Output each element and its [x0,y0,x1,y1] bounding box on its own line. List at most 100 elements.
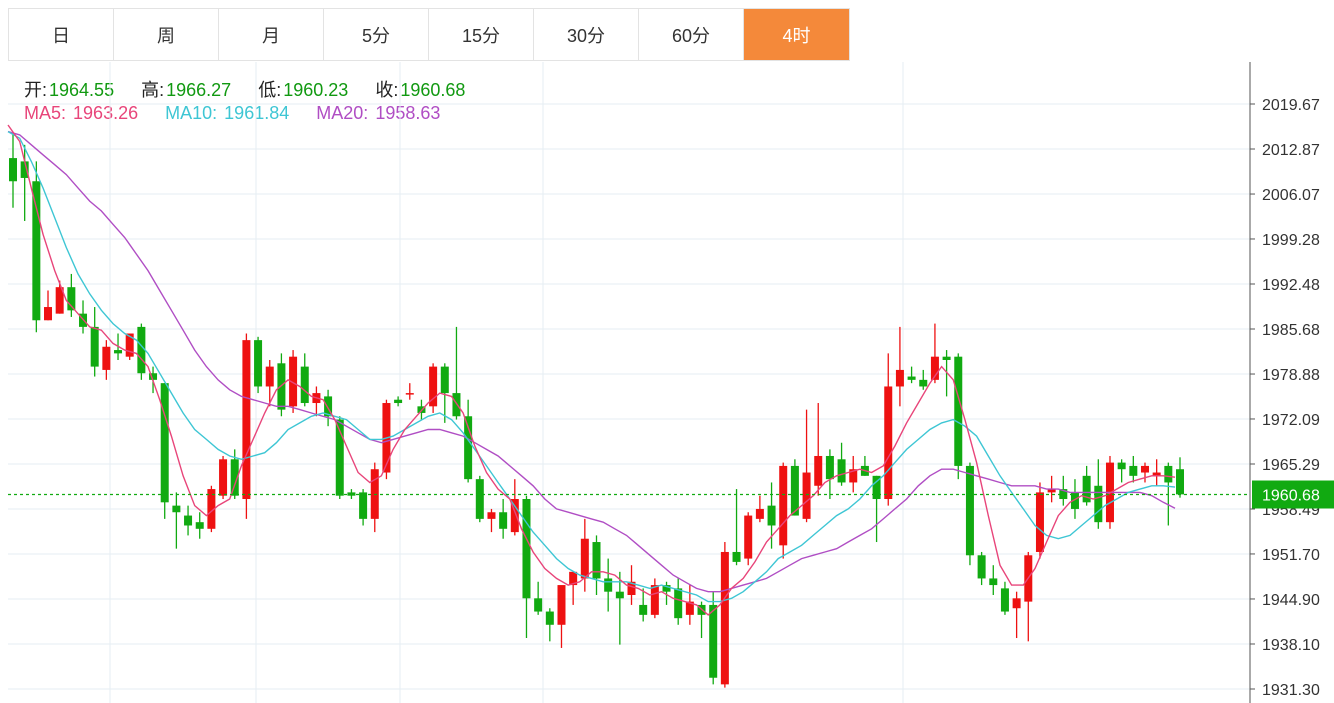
ma5-label: MA5: [24,103,67,123]
high-label: 高: [141,80,165,100]
current-price-badge [1252,480,1334,509]
candle-body [254,340,263,387]
candle-body [195,522,204,529]
candle-body [650,585,659,615]
candle-body [207,489,216,529]
candle-body [814,455,823,486]
candle-body [242,340,251,500]
y-tick-label: 1972.09 [1262,412,1320,429]
candle-body [849,469,858,483]
candle-body [359,492,368,519]
candle-body [977,555,986,579]
candle-body [907,376,916,380]
candle-body [9,158,17,182]
ma5-value: 1963.26 [73,103,139,123]
candle-body [522,499,531,599]
y-tick-label: 1992.48 [1262,277,1320,294]
close-value: 1960.68 [400,80,466,100]
candle-body [32,181,41,321]
candle-body [965,465,974,556]
candle-body [767,505,776,526]
candle-body [394,399,403,404]
tab-4[interactable]: 15分 [429,9,534,60]
tab-6[interactable]: 60分 [639,9,744,60]
candle-body [627,581,636,595]
candle-body [825,455,834,480]
ma10-label: MA10: [165,103,218,123]
tab-2[interactable]: 月 [219,9,324,60]
ma10-value: 1961.84 [224,103,290,123]
period-tabs: 日周月 5分 15分 30分 60分 4时 [8,8,850,61]
close-label: 收: [375,80,399,100]
candle-body [149,373,158,380]
candle-body [55,287,64,314]
tab-3[interactable]: 5分 [324,9,429,60]
y-tick-label: 1999.28 [1262,232,1320,249]
candle-body [954,356,963,466]
tab-7[interactable]: 4时 [744,9,849,60]
current-price-label: 1960.68 [1262,488,1320,505]
candle-body [802,472,811,519]
candle-body [1117,462,1126,470]
candle-body [1140,465,1149,473]
candle-body [510,499,519,533]
candle-body [604,578,613,592]
candle-body [1070,492,1079,509]
candle-body [1059,489,1068,500]
tab-1[interactable]: 周 [114,9,219,60]
ma10-line [7,130,1176,603]
candle-body [1012,598,1021,609]
candle-body [429,366,438,407]
candle-body [615,591,624,599]
candle-body [534,598,543,612]
ma5-line [7,124,1176,616]
tab-0[interactable]: 日 [9,9,114,60]
candle-body [172,505,181,513]
candle-body [44,307,53,321]
y-tick-label: 1978.88 [1262,367,1320,384]
candle-body [1129,465,1138,476]
candle-body [720,551,729,685]
candle-body [160,383,169,503]
candle-body [685,601,694,615]
y-tick-label: 2012.87 [1262,142,1320,159]
candle-body [440,366,449,394]
candle-body [1152,472,1161,476]
candle-body [1047,489,1056,493]
candle-body [674,588,683,619]
ma20-line [7,130,1176,593]
candle-body [475,479,484,519]
candle-body [335,419,344,496]
candle-body [872,475,881,500]
candle-body [884,386,893,500]
candle-body [1035,492,1044,552]
candle-body [499,512,508,529]
candle-body [300,366,309,404]
candle-body [405,393,414,395]
open-value: 1964.55 [49,80,115,100]
candle-body [942,356,951,360]
candle-body [137,326,146,374]
candle-body [569,571,578,586]
tab-5[interactable]: 30分 [534,9,639,60]
candle-body [114,350,123,354]
candlestick-chart[interactable]: 2019.67 2012.87 2006.07 1999.28 1992.48 1985.… [0,62,1334,703]
candle-body [1176,469,1184,495]
open-label: 开: [24,80,48,100]
ma-readout: MA5: 1963.26 MA10: 1961.84 MA20: 1958.63 [24,103,442,124]
ma20-label: MA20: [316,103,369,123]
candle-body [755,508,764,519]
high-value: 1966.27 [166,80,232,100]
candle-body [324,396,333,417]
candle-body [732,551,741,562]
y-tick-label: 1965.29 [1262,457,1320,474]
candle-body [895,369,904,387]
candle-body [230,459,239,496]
candle-body [662,585,671,592]
candle-body [639,604,648,615]
candle-body [545,611,554,625]
candle-body [1082,475,1091,503]
candle-body [1094,485,1103,523]
candle-body [464,416,473,480]
candle-body [779,465,788,546]
